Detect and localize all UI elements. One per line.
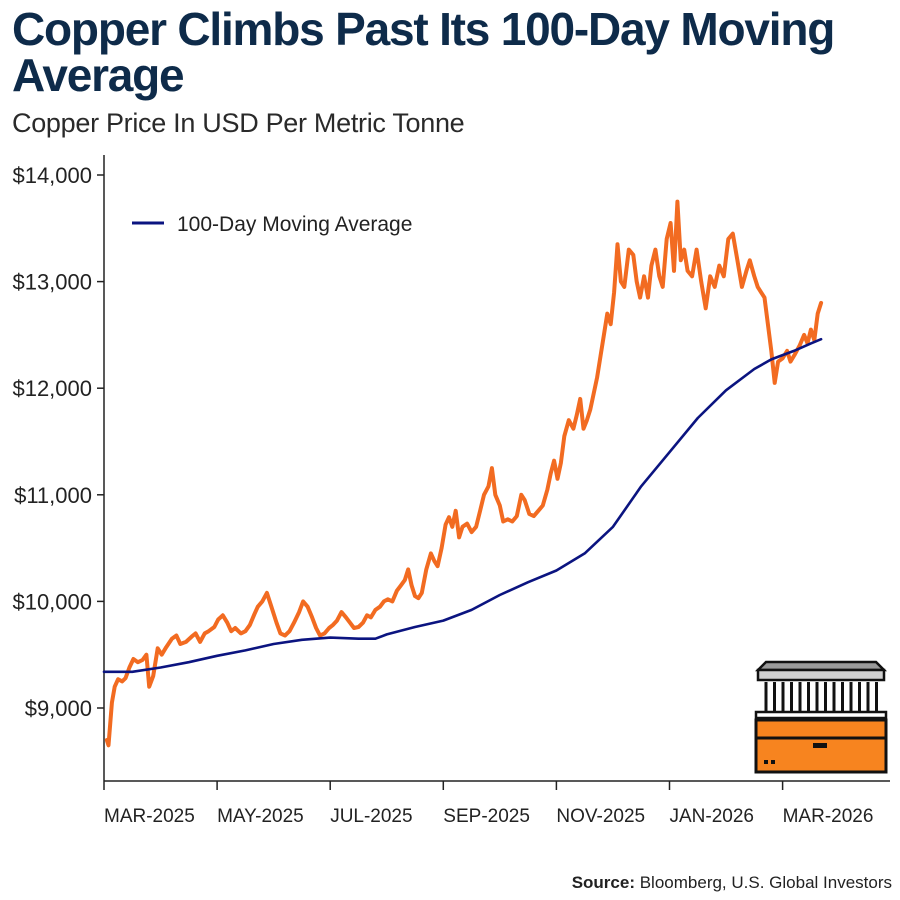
x-tick-label: MAR-2025: [104, 806, 195, 827]
y-axis-ticks: $9,000 $10,000 $11,000 $12,000 $13,000 $14,00…: [12, 163, 104, 721]
source-note: Source: Bloomberg, U.S. Global Investors: [572, 873, 892, 893]
x-tick-label: JUL-2025: [330, 806, 412, 827]
y-tick-label: $11,000: [14, 483, 92, 508]
y-tick-label: $10,000: [12, 589, 92, 614]
x-tick-label: SEP-2025: [443, 806, 530, 827]
x-tick-label: MAY-2025: [217, 806, 304, 827]
source-label: Source:: [571, 873, 635, 892]
building-on-gold-bar-icon: [754, 660, 888, 774]
legend-label-moving-average: 100-Day Moving Average: [177, 213, 412, 236]
y-tick-label: $9,000: [25, 696, 92, 721]
chart-subtitle: Copper Price In USD Per Metric Tonne: [12, 108, 465, 138]
y-tick-label: $14,000: [12, 163, 92, 188]
chart-legend: 100-Day Moving Average: [132, 213, 412, 236]
chart-axes: [103, 155, 890, 782]
series-line-copper-price: [104, 199, 824, 748]
x-tick-label: MAR-2026: [783, 806, 874, 827]
series-line-moving-average: [102, 337, 823, 674]
x-axis-ticks: MAR-2025 MAY-2025 JUL-2025 SEP-2025 NOV-2025…: [103, 781, 874, 827]
x-tick-label: JAN-2026: [670, 806, 755, 827]
chart-title: Copper Climbs Past Its 100-Day Moving Av…: [12, 3, 835, 101]
y-tick-label: $12,000: [12, 376, 92, 401]
chart-lines: [102, 199, 824, 748]
y-tick-label: $13,000: [12, 270, 92, 295]
copper-price-chart: $9,000 $10,000 $11,000 $12,000 $13,000 $14,00…: [12, 155, 890, 827]
x-tick-label: NOV-2025: [556, 806, 645, 827]
source-text: Bloomberg, U.S. Global Investors: [639, 873, 892, 892]
